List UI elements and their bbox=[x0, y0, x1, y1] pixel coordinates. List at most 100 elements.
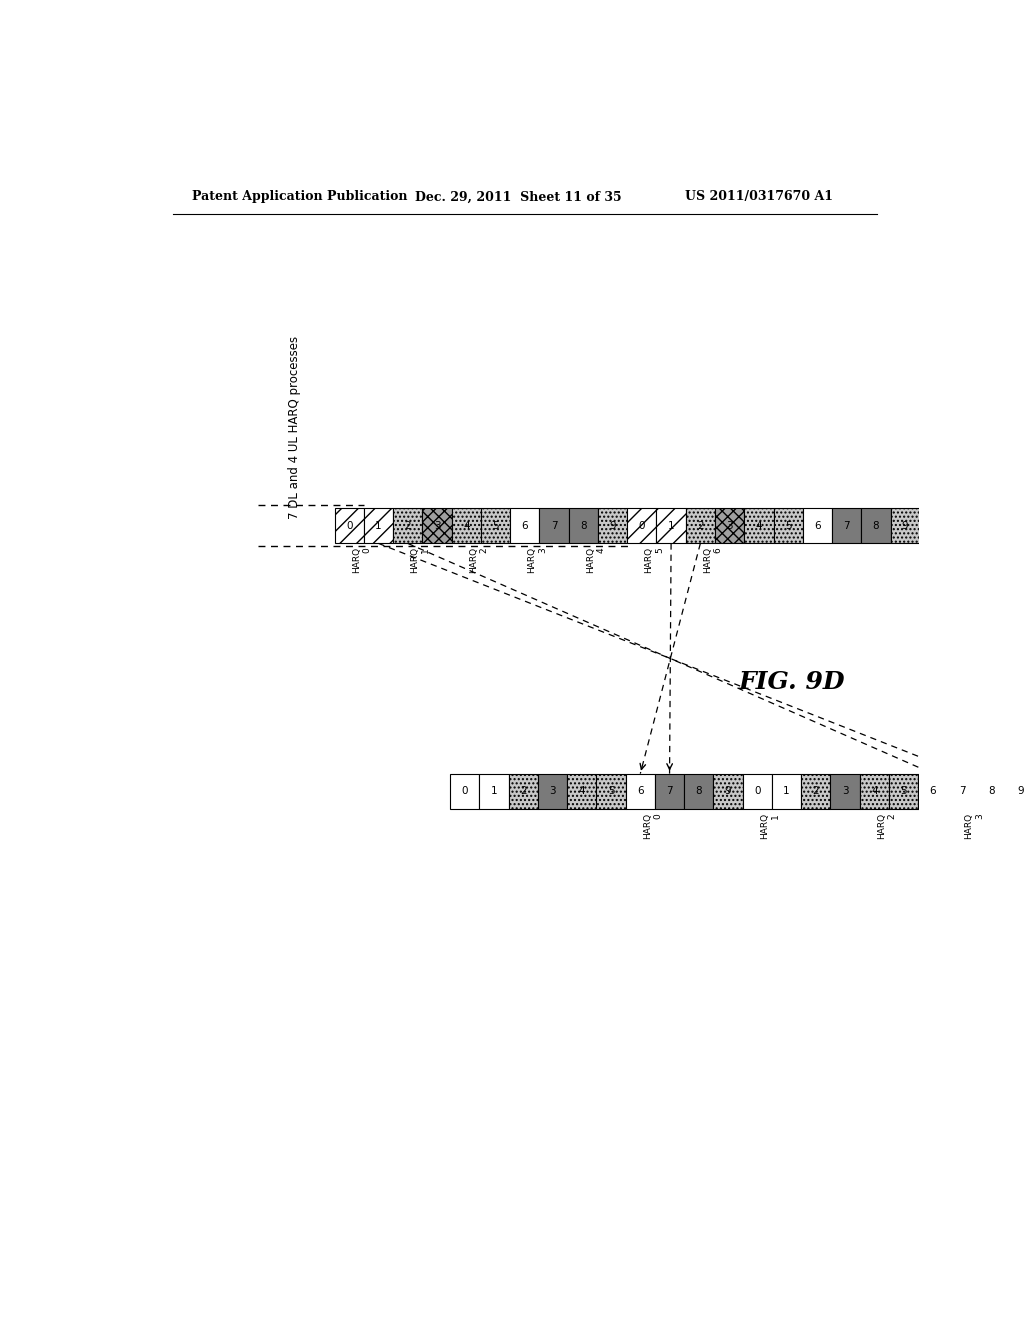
Bar bbox=[510, 508, 540, 544]
Text: HARQ: HARQ bbox=[411, 548, 419, 573]
Text: HARQ: HARQ bbox=[469, 548, 478, 573]
Text: 6: 6 bbox=[930, 787, 936, 796]
Bar bbox=[509, 774, 538, 809]
Text: 1: 1 bbox=[375, 520, 382, 531]
Text: 0: 0 bbox=[346, 520, 352, 531]
Text: 3: 3 bbox=[549, 787, 556, 796]
Text: HARQ: HARQ bbox=[644, 548, 653, 573]
Text: HARQ: HARQ bbox=[760, 813, 769, 840]
Text: 2: 2 bbox=[697, 520, 703, 531]
Bar bbox=[451, 774, 479, 809]
Text: HARQ: HARQ bbox=[527, 548, 537, 573]
Text: US 2011/0317670 A1: US 2011/0317670 A1 bbox=[685, 190, 833, 203]
Bar bbox=[686, 508, 715, 544]
Text: 4: 4 bbox=[756, 520, 762, 531]
Text: 8: 8 bbox=[695, 787, 702, 796]
Text: HARQ: HARQ bbox=[586, 548, 595, 573]
Bar bbox=[773, 508, 803, 544]
Text: 1: 1 bbox=[783, 787, 790, 796]
Text: 9: 9 bbox=[609, 520, 615, 531]
Text: 7 DL and 4 UL HARQ processes: 7 DL and 4 UL HARQ processes bbox=[288, 337, 301, 520]
Text: FIG. 9D: FIG. 9D bbox=[739, 671, 846, 694]
Text: 8: 8 bbox=[988, 787, 994, 796]
Bar bbox=[803, 508, 833, 544]
Text: 4: 4 bbox=[579, 787, 585, 796]
Text: 2: 2 bbox=[479, 548, 488, 553]
Text: 9: 9 bbox=[725, 787, 731, 796]
Bar bbox=[919, 774, 947, 809]
Text: 5: 5 bbox=[784, 520, 792, 531]
Text: 1: 1 bbox=[490, 787, 498, 796]
Text: 0: 0 bbox=[754, 787, 761, 796]
Text: 8: 8 bbox=[580, 520, 587, 531]
Bar bbox=[830, 774, 860, 809]
Text: 3: 3 bbox=[434, 520, 440, 531]
Bar bbox=[598, 508, 628, 544]
Text: 4: 4 bbox=[871, 787, 878, 796]
Bar bbox=[568, 508, 598, 544]
Text: HARQ: HARQ bbox=[965, 813, 974, 840]
Text: HARQ: HARQ bbox=[877, 813, 886, 840]
Bar bbox=[833, 508, 861, 544]
Bar bbox=[481, 508, 510, 544]
Text: 2: 2 bbox=[888, 813, 897, 818]
Text: 3: 3 bbox=[976, 813, 984, 818]
Text: Dec. 29, 2011  Sheet 11 of 35: Dec. 29, 2011 Sheet 11 of 35 bbox=[416, 190, 623, 203]
Text: 9: 9 bbox=[902, 520, 908, 531]
Bar bbox=[540, 508, 568, 544]
Text: 6: 6 bbox=[637, 787, 644, 796]
Text: 7: 7 bbox=[667, 787, 673, 796]
Bar bbox=[1006, 774, 1024, 809]
Bar bbox=[889, 774, 919, 809]
Bar bbox=[891, 508, 920, 544]
Text: 7: 7 bbox=[551, 520, 557, 531]
Bar bbox=[947, 774, 977, 809]
Text: 5: 5 bbox=[607, 787, 614, 796]
Text: 0: 0 bbox=[462, 787, 468, 796]
Text: 6: 6 bbox=[814, 520, 820, 531]
Text: 4: 4 bbox=[463, 520, 470, 531]
Text: 2: 2 bbox=[404, 520, 411, 531]
Bar bbox=[715, 508, 744, 544]
Bar bbox=[538, 774, 567, 809]
Bar bbox=[655, 774, 684, 809]
Text: 0: 0 bbox=[653, 813, 663, 818]
Text: 1: 1 bbox=[668, 520, 675, 531]
Bar bbox=[364, 508, 393, 544]
Text: 8: 8 bbox=[872, 520, 880, 531]
Text: 3: 3 bbox=[726, 520, 733, 531]
Text: 6: 6 bbox=[714, 548, 723, 553]
Text: 5: 5 bbox=[493, 520, 499, 531]
Text: 9: 9 bbox=[1018, 787, 1024, 796]
Bar bbox=[861, 508, 891, 544]
Bar bbox=[452, 508, 481, 544]
Text: 1: 1 bbox=[421, 548, 430, 553]
Bar bbox=[772, 774, 801, 809]
Text: 1: 1 bbox=[770, 813, 779, 818]
Text: Patent Application Publication: Patent Application Publication bbox=[193, 190, 408, 203]
Bar bbox=[742, 774, 772, 809]
Text: 2: 2 bbox=[813, 787, 819, 796]
Text: HARQ: HARQ bbox=[351, 548, 360, 573]
Bar bbox=[567, 774, 596, 809]
Bar bbox=[801, 774, 830, 809]
Text: 7: 7 bbox=[958, 787, 966, 796]
Text: HARQ: HARQ bbox=[702, 548, 712, 573]
Bar bbox=[860, 774, 889, 809]
Bar bbox=[335, 508, 364, 544]
Text: 0: 0 bbox=[639, 520, 645, 531]
Bar bbox=[628, 508, 656, 544]
Bar bbox=[422, 508, 452, 544]
Text: HARQ: HARQ bbox=[643, 813, 651, 840]
Bar bbox=[977, 774, 1006, 809]
Bar bbox=[684, 774, 714, 809]
Text: 4: 4 bbox=[597, 548, 605, 553]
Bar bbox=[479, 774, 509, 809]
Text: 5: 5 bbox=[900, 787, 907, 796]
Text: 7: 7 bbox=[844, 520, 850, 531]
Text: 3: 3 bbox=[842, 787, 849, 796]
Text: 6: 6 bbox=[521, 520, 528, 531]
Bar bbox=[626, 774, 655, 809]
Bar bbox=[714, 774, 742, 809]
Bar bbox=[744, 508, 773, 544]
